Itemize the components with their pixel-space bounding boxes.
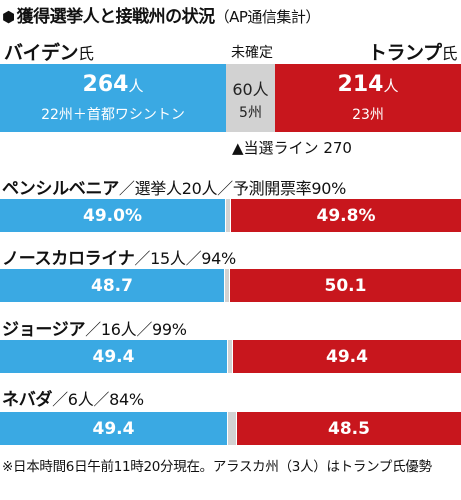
state-label-north-carolina: ノースカロライナ／15人／94% xyxy=(2,244,236,269)
trump-detail: 23州 xyxy=(352,107,384,123)
state-name: ノースカロライナ xyxy=(2,249,135,269)
biden-name-label: バイデン氏 xyxy=(4,38,94,65)
state-bar-north-carolina: 48.7 50.1 xyxy=(0,269,461,302)
threshold-label: ▲当選ライン xyxy=(232,139,319,157)
title-source: （AP通信集計） xyxy=(214,8,321,26)
undecided-detail: 5州 xyxy=(239,105,262,121)
win-threshold: ▲当選ライン 270 xyxy=(232,137,352,158)
summary-segment-trump: 214人 23州 xyxy=(275,64,461,132)
chart-title: ⬢ 獲得選挙人と接戦州の状況（AP通信集計） xyxy=(2,2,320,27)
state-name: ペンシルベニア xyxy=(2,179,119,199)
bar-biden: 49.4 xyxy=(0,412,227,445)
state-detail: ／6人／84% xyxy=(52,390,144,409)
bar-undecided xyxy=(228,412,236,445)
trump-votes-unit: 人 xyxy=(383,77,399,95)
bar-trump: 49.4 xyxy=(233,340,461,373)
summary-segment-undecided: 60人 5州 xyxy=(226,64,275,132)
state-label-georgia: ジョージア／16人／99% xyxy=(2,315,187,340)
trump-name: トランプ xyxy=(368,42,442,64)
state-detail: ／選挙人20人／予測開票率90% xyxy=(118,179,347,198)
state-detail: ／15人／94% xyxy=(134,249,236,268)
trump-suffix: 氏 xyxy=(441,44,457,63)
bar-undecided xyxy=(228,340,232,373)
state-bar-georgia: 49.4 49.4 xyxy=(0,340,461,373)
trump-votes-number: 214 xyxy=(337,72,384,97)
biden-votes-unit: 人 xyxy=(128,77,144,95)
biden-votes-number: 264 xyxy=(82,72,129,97)
biden-detail: 22州＋首都ワシントン xyxy=(41,107,185,123)
cube-icon: ⬢ xyxy=(2,8,15,26)
biden-name: バイデン xyxy=(4,42,79,64)
biden-votes: 264人 xyxy=(0,72,226,97)
state-label-pennsylvania: ペンシルベニア／選挙人20人／予測開票率90% xyxy=(2,174,346,199)
state-bar-pennsylvania: 49.0% 49.8% xyxy=(0,199,461,232)
bar-trump: 48.5 xyxy=(237,412,461,445)
bar-biden: 48.7 xyxy=(0,269,224,302)
trump-name-label: トランプ氏 xyxy=(368,38,457,65)
summary-bar: 264人 22州＋首都ワシントン 60人 5州 214人 23州 xyxy=(0,64,461,132)
bar-undecided xyxy=(225,269,229,302)
bar-biden: 49.4 xyxy=(0,340,227,373)
summary-segment-biden: 264人 22州＋首都ワシントン xyxy=(0,64,226,132)
bar-trump: 50.1 xyxy=(230,269,461,302)
state-label-nevada: ネバダ／6人／84% xyxy=(2,385,144,410)
title-main: 獲得選挙人と接戦州の状況 xyxy=(16,7,216,27)
footnote: ※日本時間6日午前11時20分現在。アラスカ州（3人）はトランプ氏優勢 xyxy=(2,459,432,475)
state-bar-nevada: 49.4 48.5 xyxy=(0,412,461,445)
threshold-value: 270 xyxy=(323,139,352,157)
trump-votes: 214人 xyxy=(275,72,461,97)
state-name: ネバダ xyxy=(2,390,53,410)
bar-undecided xyxy=(226,199,230,232)
undecided-votes: 60人 xyxy=(232,80,269,99)
biden-suffix: 氏 xyxy=(78,44,94,63)
undecided-label: 未確定 xyxy=(231,45,273,61)
state-name: ジョージア xyxy=(2,320,86,340)
state-detail: ／16人／99% xyxy=(85,320,187,339)
bar-biden: 49.0% xyxy=(0,199,225,232)
bar-trump: 49.8% xyxy=(231,199,461,232)
